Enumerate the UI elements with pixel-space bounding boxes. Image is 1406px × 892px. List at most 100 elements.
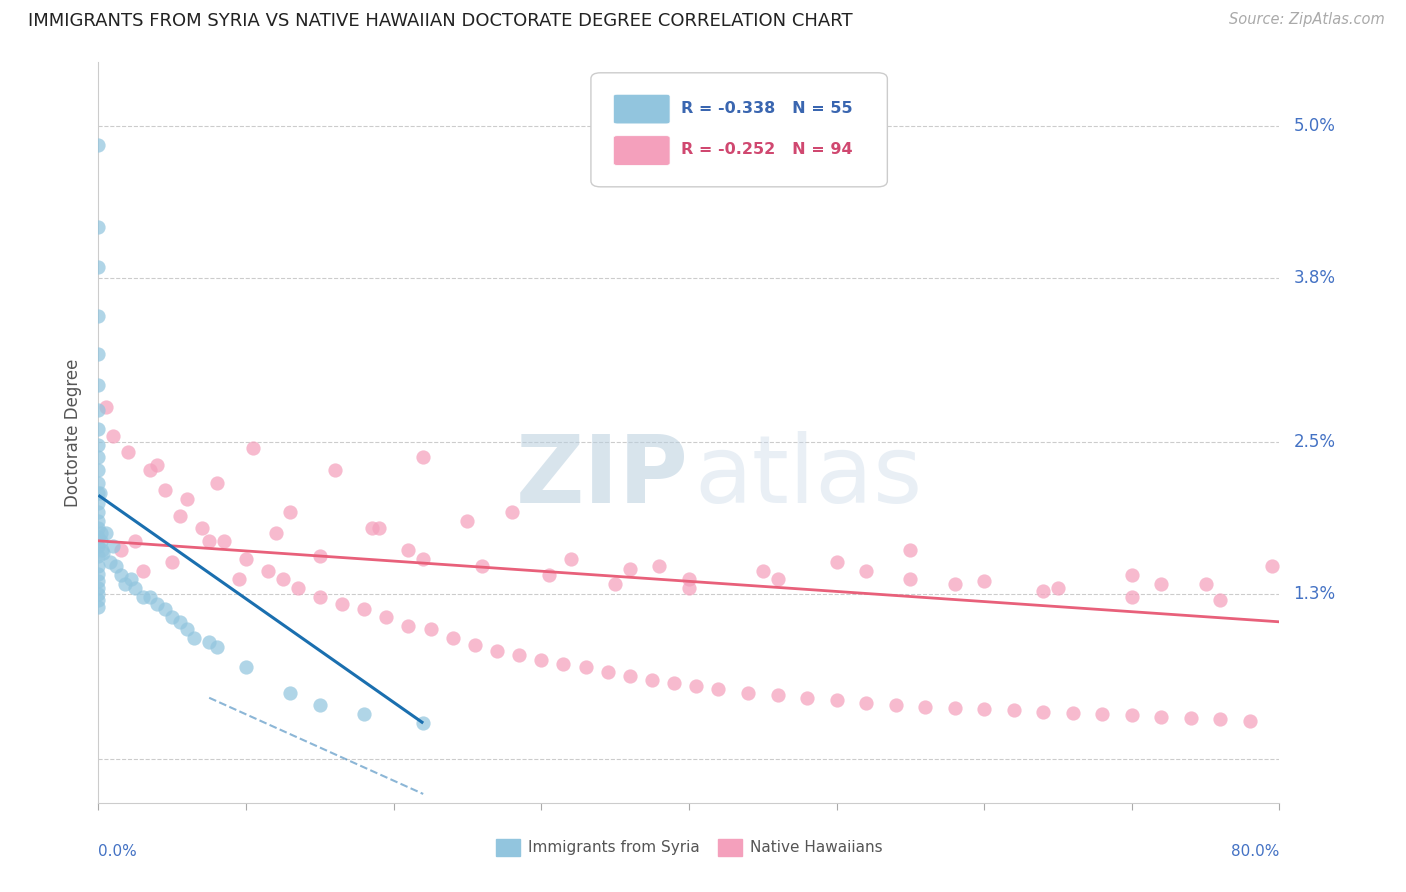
Point bbox=[87, 593, 110, 607]
Point bbox=[132, 564, 155, 578]
Point bbox=[87, 422, 110, 436]
Point bbox=[169, 615, 191, 629]
Point bbox=[707, 681, 730, 696]
Point bbox=[87, 450, 110, 465]
Text: 2.5%: 2.5% bbox=[1294, 434, 1336, 451]
Point bbox=[162, 609, 183, 624]
Point bbox=[1150, 577, 1173, 591]
Point bbox=[191, 521, 214, 535]
Point bbox=[375, 609, 398, 624]
Point bbox=[1239, 714, 1261, 728]
Point bbox=[398, 618, 420, 632]
Point bbox=[183, 632, 205, 646]
Point bbox=[87, 599, 110, 614]
Point bbox=[87, 403, 110, 417]
Point bbox=[103, 429, 125, 443]
Point bbox=[205, 640, 228, 654]
Point bbox=[943, 577, 966, 591]
Point bbox=[87, 378, 110, 392]
Point bbox=[87, 574, 110, 589]
Point bbox=[87, 505, 110, 519]
Point bbox=[87, 219, 110, 234]
Text: 5.0%: 5.0% bbox=[1294, 117, 1336, 135]
Point bbox=[117, 445, 139, 459]
Point bbox=[501, 505, 523, 519]
Point bbox=[87, 566, 110, 581]
Point bbox=[212, 533, 235, 548]
Point bbox=[412, 450, 434, 465]
Point bbox=[1002, 703, 1025, 717]
Point bbox=[94, 400, 117, 414]
Point bbox=[87, 514, 110, 528]
Text: IMMIGRANTS FROM SYRIA VS NATIVE HAWAIIAN DOCTORATE DEGREE CORRELATION CHART: IMMIGRANTS FROM SYRIA VS NATIVE HAWAIIAN… bbox=[28, 12, 853, 29]
Point bbox=[508, 648, 530, 662]
Point bbox=[766, 572, 789, 586]
Point bbox=[205, 475, 228, 490]
Point bbox=[120, 572, 142, 586]
Point bbox=[271, 572, 294, 586]
Point bbox=[419, 623, 441, 637]
Point bbox=[228, 572, 250, 586]
Point bbox=[1032, 584, 1054, 599]
Point bbox=[560, 551, 582, 566]
Point bbox=[973, 702, 995, 716]
Point bbox=[264, 526, 287, 541]
Y-axis label: Doctorate Degree: Doctorate Degree bbox=[65, 359, 83, 507]
Point bbox=[90, 533, 112, 548]
Point bbox=[1121, 590, 1143, 604]
Point bbox=[1121, 568, 1143, 582]
Point bbox=[353, 602, 375, 616]
Point bbox=[664, 675, 686, 690]
Point bbox=[914, 699, 936, 714]
Point bbox=[257, 564, 280, 578]
Point bbox=[139, 463, 162, 477]
Point bbox=[87, 521, 110, 535]
Text: R = -0.338   N = 55: R = -0.338 N = 55 bbox=[681, 101, 852, 116]
Point bbox=[153, 602, 176, 616]
Point bbox=[169, 508, 191, 523]
Point bbox=[162, 555, 183, 569]
Point bbox=[198, 635, 221, 649]
Point bbox=[87, 581, 110, 595]
Point bbox=[353, 707, 375, 722]
Point bbox=[678, 572, 700, 586]
Point bbox=[1261, 559, 1284, 574]
Point bbox=[1195, 577, 1218, 591]
Point bbox=[537, 568, 560, 582]
Point bbox=[1062, 706, 1084, 720]
Point bbox=[1047, 581, 1070, 595]
Point bbox=[1032, 705, 1054, 719]
Point bbox=[1209, 712, 1232, 726]
Point bbox=[737, 686, 759, 700]
FancyBboxPatch shape bbox=[591, 73, 887, 186]
Text: ZIP: ZIP bbox=[516, 431, 689, 523]
Point bbox=[87, 530, 110, 544]
Point bbox=[87, 559, 110, 574]
Point bbox=[91, 546, 114, 560]
Point bbox=[146, 597, 169, 611]
Point bbox=[91, 542, 114, 557]
Point bbox=[412, 716, 434, 731]
Point bbox=[287, 581, 309, 595]
Point bbox=[464, 638, 486, 652]
Point bbox=[176, 491, 198, 506]
Point bbox=[553, 657, 575, 671]
FancyBboxPatch shape bbox=[613, 95, 671, 124]
Point bbox=[973, 574, 995, 589]
Point bbox=[87, 346, 110, 360]
Point bbox=[398, 542, 420, 557]
Point bbox=[1180, 711, 1202, 725]
Point bbox=[103, 539, 125, 553]
Point bbox=[87, 437, 110, 451]
Point bbox=[198, 533, 221, 548]
Point bbox=[114, 577, 136, 591]
Point bbox=[94, 526, 117, 541]
Point bbox=[648, 559, 671, 574]
Point bbox=[825, 555, 848, 569]
Point bbox=[1209, 593, 1232, 607]
FancyBboxPatch shape bbox=[613, 136, 671, 165]
Point bbox=[124, 533, 146, 548]
Point bbox=[87, 260, 110, 275]
Text: 3.8%: 3.8% bbox=[1294, 268, 1336, 286]
Point bbox=[132, 590, 155, 604]
